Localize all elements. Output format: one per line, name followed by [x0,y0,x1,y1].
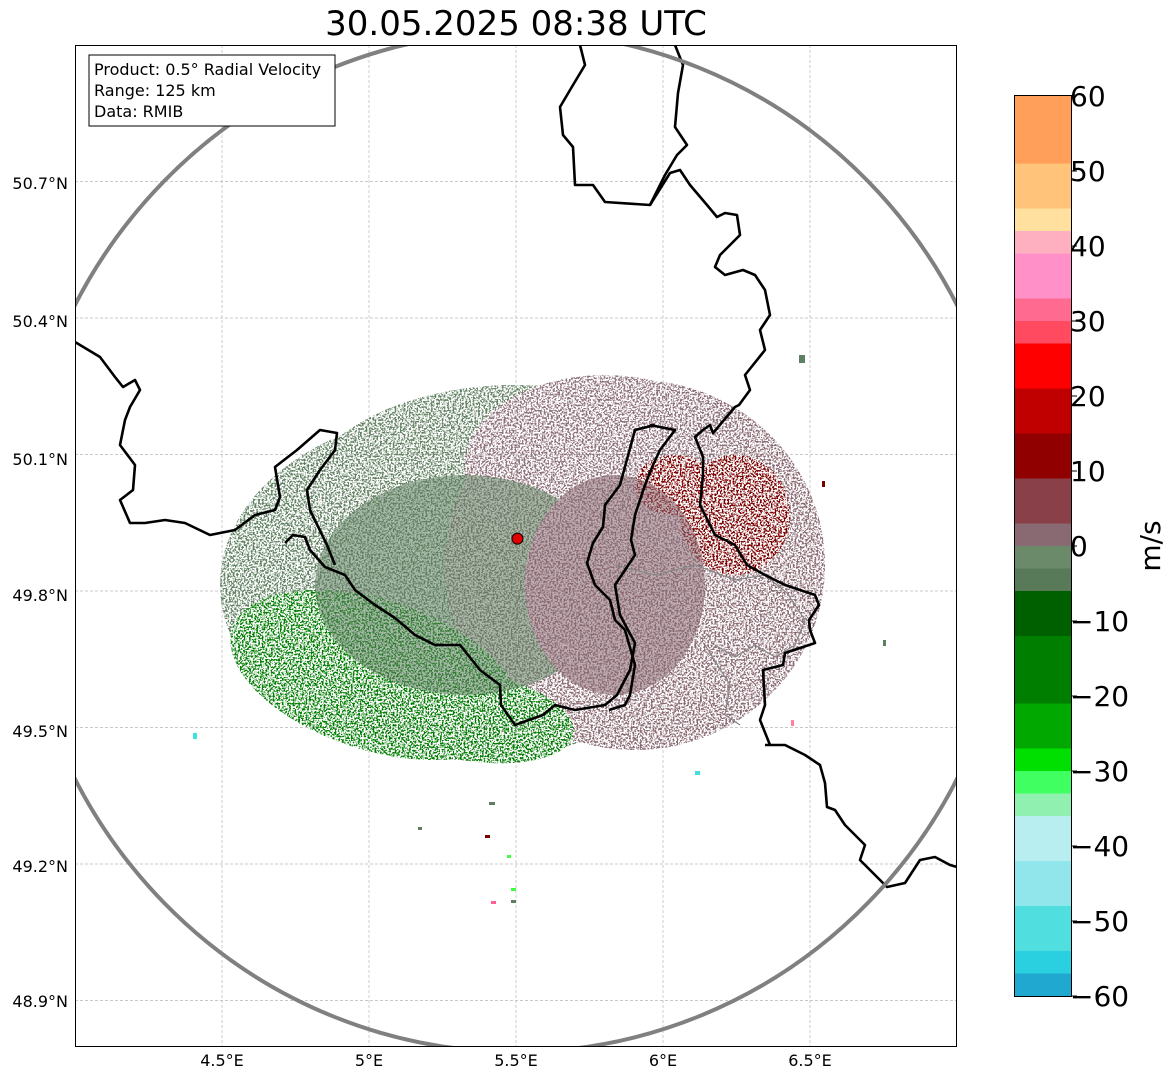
colorbar-band-39 [1015,973,1071,997]
strong-inbound-area-2 [356,666,574,764]
map-title: 30.05.2025 08:38 UTC [325,4,707,44]
lon-tick-label-4: 6.5°E [788,1051,832,1070]
colorbar-band-14 [1015,411,1071,435]
info-data: Data: RMIB [94,102,183,121]
colorbar-bands [1015,96,1071,997]
colorbar-label: m/s [1134,520,1167,571]
radar-site-marker[interactable] [511,532,524,545]
info-range: Range: 125 km [94,81,216,100]
lat-tick-label-2: 50.1°N [12,450,68,469]
colorbar-band-22 [1015,591,1071,615]
colorbar-band-27 [1015,703,1071,727]
colorbar-band-2 [1015,141,1071,165]
colorbar-band-20 [1015,546,1071,570]
colorbar-band-32 [1015,816,1071,840]
colorbar-band-17 [1015,478,1071,502]
colorbar-band-15 [1015,433,1071,457]
colorbar-band-31 [1015,793,1071,817]
colorbar-band-35 [1015,883,1071,907]
colorbar-band-26 [1015,681,1071,705]
colorbar-tick-5: 10 [1070,455,1106,488]
colorbar-band-11 [1015,343,1071,367]
colorbar-tick-9: −30 [1070,755,1129,788]
border-belgium-germany [558,45,689,207]
colorbar-band-7 [1015,253,1071,277]
lat-tick-label-5: 49.2°N [12,857,68,876]
lon-tick-label-0: 4.5°E [200,1051,244,1070]
province-borders [614,564,806,726]
border-germany-luxembourg [648,168,821,746]
lat-tick-label-6: 48.9°N [12,992,68,1011]
colorbar-band-38 [1015,951,1071,975]
colorbar-band-10 [1015,321,1071,345]
colorbar-band-4 [1015,186,1071,210]
colorbar-band-30 [1015,771,1071,795]
colorbar-band-34 [1015,861,1071,885]
lon-tick-label-3: 6°E [648,1051,678,1070]
colorbar-band-6 [1015,231,1071,255]
colorbar-band-9 [1015,298,1071,322]
colorbar-band-21 [1015,568,1071,592]
colorbar-band-28 [1015,726,1071,750]
colorbar-band-23 [1015,613,1071,637]
colorbar-tick-6: 0 [1070,530,1088,563]
info-box: Product: 0.5° Radial Velocity Range: 125… [88,54,336,127]
colorbar-band-5 [1015,208,1071,232]
colorbar-band-19 [1015,523,1071,547]
country-borders [75,45,957,889]
border-germany-france [765,743,957,889]
border-luxembourg-east [284,423,677,727]
colorbar-band-0 [1015,96,1071,120]
colorbar-band-1 [1015,118,1071,142]
colorbar-band-12 [1015,366,1071,390]
colorbar-tick-7: −10 [1070,605,1129,638]
colorbar-band-29 [1015,748,1071,772]
colorbar-band-13 [1015,388,1071,412]
colorbar-tick-3: 30 [1070,305,1106,338]
colorbar-tick-11: −50 [1070,905,1129,938]
colorbar-band-36 [1015,906,1071,930]
colorbar-tick-2: 40 [1070,230,1106,263]
colorbar-band-18 [1015,501,1071,525]
info-product: Product: 0.5° Radial Velocity [94,60,321,79]
colorbar-band-33 [1015,838,1071,862]
lat-tick-label-3: 49.8°N [12,586,68,605]
lon-tick-label-1: 5°E [354,1051,384,1070]
info-box-frame [88,54,336,127]
colorbar-band-16 [1015,456,1071,480]
map-frame [75,45,957,1047]
scattered-echo-pixels [193,355,886,904]
lat-tick-label-0: 50.7°N [12,174,68,193]
colorbar-ticks [1071,95,1077,997]
colorbar-tick-8: −20 [1070,680,1129,713]
border-france-belgium-west [75,340,339,566]
colorbar-tick-labels: 60 50 40 30 20 10 0 −10 −20 −30 −40 −50 … [1070,80,1129,1013]
velocity-colorbar: 60 50 40 30 20 10 0 −10 −20 −30 −40 −50 … [1014,80,1167,1013]
colorbar-band-24 [1015,636,1071,660]
colorbar-tick-4: 20 [1070,380,1106,413]
lon-tick-label-2: 5.5°E [494,1051,538,1070]
colorbar-tick-10: −40 [1070,830,1129,863]
colorbar-band-37 [1015,928,1071,952]
colorbar-band-8 [1015,276,1071,300]
lat-tick-label-1: 50.4°N [12,312,68,331]
colorbar-tick-0: 60 [1070,80,1106,113]
radar-echo-core [315,475,705,695]
colorbar-tick-1: 50 [1070,155,1106,188]
border-luxembourg-belgium [585,423,656,712]
radar-map[interactable]: Product: 0.5° Radial Velocity Range: 125… [75,45,957,1047]
colorbar-tick-12: −60 [1070,980,1129,1013]
colorbar-band-25 [1015,658,1071,682]
lat-tick-label-4: 49.5°N [12,722,68,741]
colorbar-band-3 [1015,163,1071,187]
